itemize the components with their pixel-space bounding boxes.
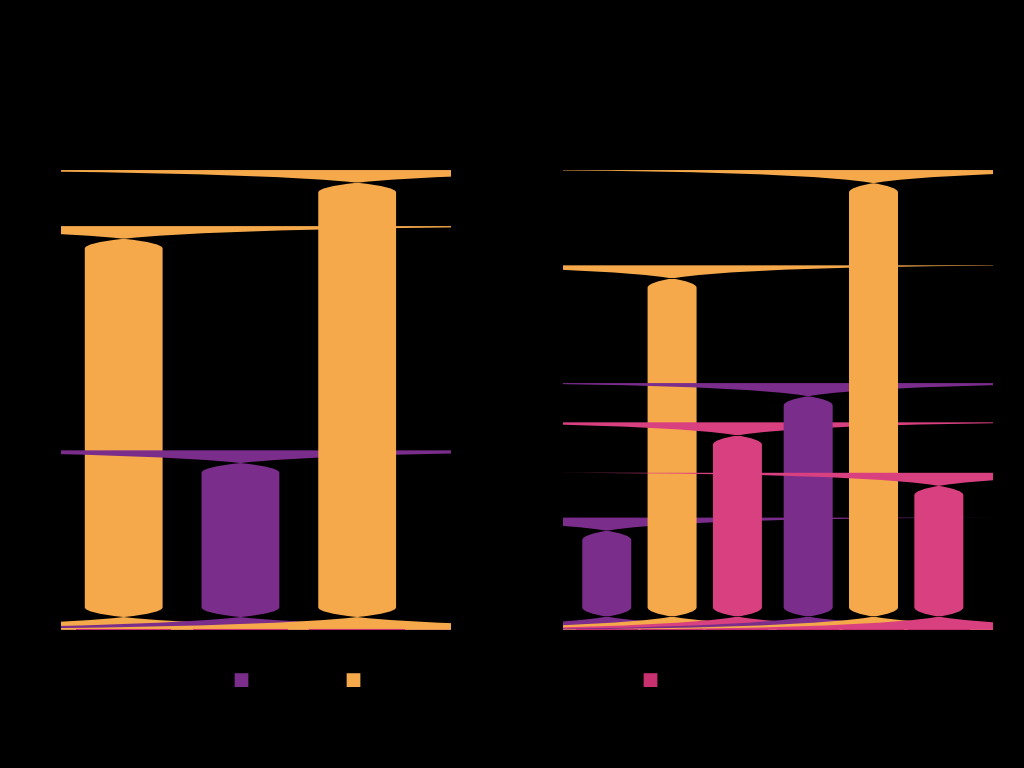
FancyBboxPatch shape (0, 450, 824, 630)
FancyBboxPatch shape (196, 518, 1018, 630)
FancyBboxPatch shape (0, 170, 941, 630)
FancyBboxPatch shape (327, 422, 1024, 630)
FancyBboxPatch shape (463, 170, 1024, 630)
FancyBboxPatch shape (0, 226, 708, 630)
Text: ■: ■ (642, 670, 658, 689)
FancyBboxPatch shape (397, 383, 1024, 630)
FancyBboxPatch shape (527, 473, 1024, 630)
Text: ■: ■ (232, 670, 249, 689)
FancyBboxPatch shape (261, 266, 1024, 630)
Text: ■: ■ (345, 670, 361, 689)
